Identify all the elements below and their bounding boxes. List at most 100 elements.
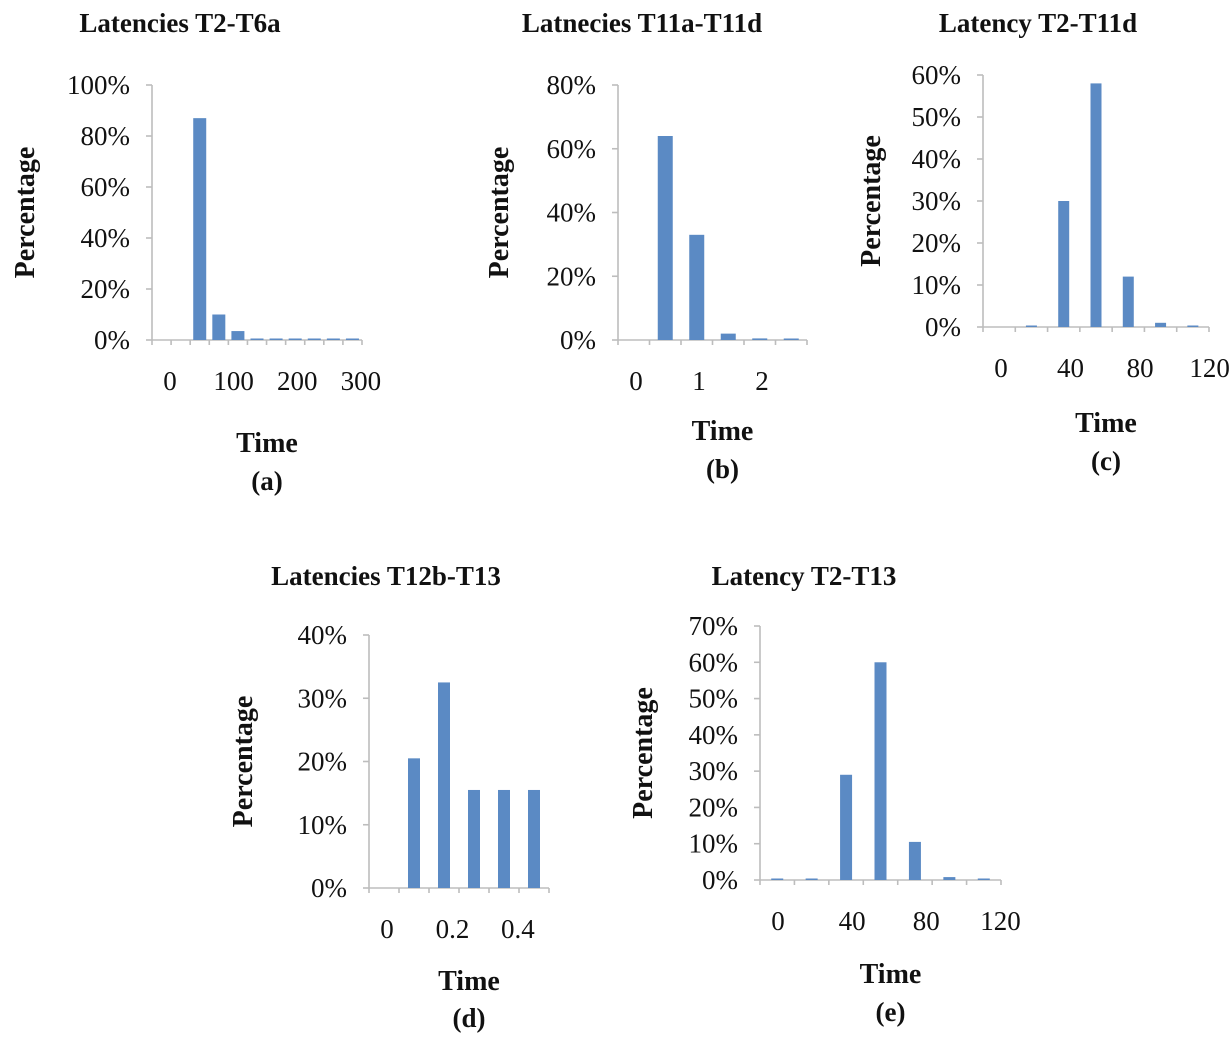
bar <box>468 789 480 888</box>
x-tick-label: 120 <box>980 906 1021 936</box>
bar <box>1187 325 1199 327</box>
x-tick-label: 80 <box>1127 353 1154 383</box>
bar <box>212 314 226 340</box>
x-tick-label: 0.2 <box>436 914 470 944</box>
y-tick-label: 0% <box>94 325 130 355</box>
bar <box>250 338 264 340</box>
x-tick-label: 1 <box>692 366 706 396</box>
bar <box>720 333 736 340</box>
x-tick-label: 300 <box>341 366 382 396</box>
bar <box>752 338 768 340</box>
bar <box>528 789 540 888</box>
y-tick-label: 20% <box>547 261 597 291</box>
y-axis-label: Percentage <box>228 696 259 828</box>
x-tick-label: 120 <box>1189 353 1230 383</box>
bar <box>326 338 340 340</box>
y-tick-label: 100% <box>67 70 130 100</box>
bar <box>193 118 207 341</box>
bar <box>498 789 510 888</box>
y-tick-label: 0% <box>311 873 347 903</box>
y-tick-label: 40% <box>298 620 348 650</box>
bar <box>307 338 321 340</box>
bar <box>908 841 921 880</box>
bar <box>269 338 283 340</box>
bar <box>408 758 420 888</box>
y-tick-label: 60% <box>81 172 131 202</box>
y-tick-label: 30% <box>298 683 348 713</box>
chart-title: Latency T2-T11d <box>939 8 1137 38</box>
x-axis-label: Time <box>236 428 298 459</box>
bar <box>231 331 245 340</box>
y-tick-label: 40% <box>689 720 739 750</box>
y-tick-label: 60% <box>912 60 962 90</box>
y-axis-label: Percentage <box>484 147 515 279</box>
bar <box>657 136 673 340</box>
chart-e: Latency T2-T13 0% 10% 20% 30% 40% 50% 60% 70% 0 40… <box>628 561 1021 1027</box>
y-tick-label: 0% <box>560 325 596 355</box>
bar <box>1058 201 1070 327</box>
x-tick-label: 100 <box>213 366 254 396</box>
bar <box>438 682 450 888</box>
chart-title: Latencies T2-T6a <box>79 8 281 38</box>
x-tick-label: 0 <box>771 906 785 936</box>
panel-caption: (c) <box>1091 446 1121 476</box>
chart-c: Latency T2-T11d 0% 10% 20% 30% 40% 50% 60% 0 40 80… <box>856 8 1230 476</box>
y-tick-label: 40% <box>912 144 962 174</box>
y-tick-label: 0% <box>702 865 738 895</box>
x-axis-label: Time <box>860 959 922 990</box>
y-tick-label: 20% <box>689 792 739 822</box>
bar <box>874 662 887 880</box>
bar <box>689 234 705 340</box>
y-tick-label: 30% <box>689 756 739 786</box>
x-tick-label: 0.4 <box>501 914 535 944</box>
chart-title: Latency T2-T13 <box>712 561 897 591</box>
y-tick-label: 80% <box>81 121 131 151</box>
y-axis-label: Percentage <box>10 147 41 279</box>
y-tick-label: 40% <box>81 223 131 253</box>
y-axis-label: Percentage <box>856 135 887 267</box>
bar <box>771 878 784 880</box>
y-tick-label: 60% <box>689 647 739 677</box>
chart-a: Latencies T2-T6a 0% 20% 40% 60% 80% 100% 0 100 20… <box>10 8 382 496</box>
panel-caption: (b) <box>706 454 739 484</box>
chart-d: Latencies T12b-T13 0% 10% 20% 30% 40% 0 0.2 0.4T… <box>228 561 550 1033</box>
bar <box>840 774 853 880</box>
x-tick-label: 0 <box>380 914 394 944</box>
y-tick-label: 10% <box>298 810 348 840</box>
x-tick-label: 2 <box>755 366 769 396</box>
x-tick-label: 80 <box>913 906 940 936</box>
x-axis-label: Time <box>692 416 754 447</box>
x-tick-label: 40 <box>839 906 866 936</box>
y-tick-label: 60% <box>547 134 597 164</box>
x-axis-label: Time <box>1075 408 1137 439</box>
bar <box>1155 322 1167 327</box>
y-tick-label: 50% <box>689 684 739 714</box>
bar <box>805 878 818 880</box>
bar <box>288 338 302 340</box>
y-tick-label: 20% <box>912 228 962 258</box>
chart-title: Latnecies T11a-T11d <box>522 8 762 38</box>
panel-caption: (a) <box>251 466 282 496</box>
chart-b: Latnecies T11a-T11d 0% 20% 40% 60% 80% 0 1 2Time… <box>484 8 808 484</box>
y-tick-label: 10% <box>689 829 739 859</box>
bar <box>977 878 990 880</box>
bar <box>943 877 956 880</box>
bar <box>345 338 359 340</box>
y-tick-label: 20% <box>81 274 131 304</box>
x-axis-label: Time <box>438 966 500 997</box>
x-tick-label: 0 <box>629 366 643 396</box>
x-tick-label: 0 <box>994 353 1008 383</box>
x-tick-label: 0 <box>163 366 177 396</box>
y-axis-label: Percentage <box>628 687 659 819</box>
bar <box>1090 83 1102 328</box>
y-tick-label: 20% <box>298 747 348 777</box>
y-tick-label: 70% <box>689 611 739 641</box>
y-tick-label: 0% <box>925 312 961 342</box>
bar <box>783 338 799 340</box>
panel-caption: (e) <box>876 997 906 1027</box>
chart-title: Latencies T12b-T13 <box>271 561 501 591</box>
x-tick-label: 200 <box>277 366 318 396</box>
y-tick-label: 80% <box>547 70 597 100</box>
x-tick-label: 40 <box>1057 353 1084 383</box>
